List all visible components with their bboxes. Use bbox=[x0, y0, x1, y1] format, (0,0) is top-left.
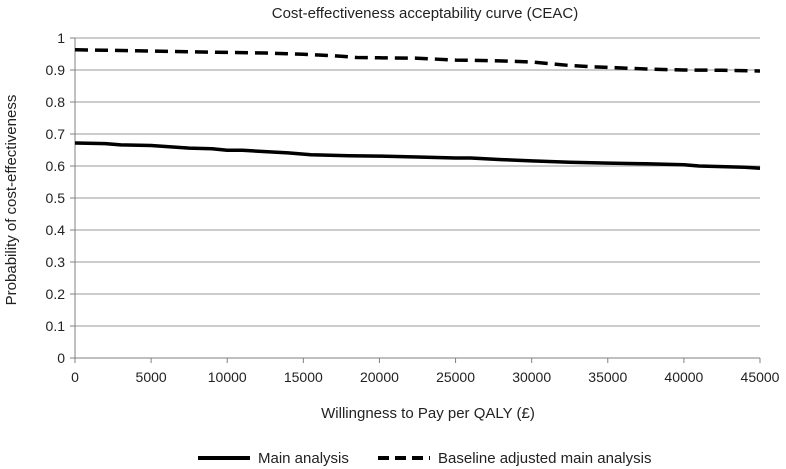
y-tick-label: 0.7 bbox=[46, 126, 66, 142]
x-tick-label: 45000 bbox=[741, 369, 780, 385]
legend-label-main-analysis: Main analysis bbox=[258, 450, 349, 467]
series-lines bbox=[74, 48, 761, 170]
legend: Main analysis Baseline adjusted main ana… bbox=[198, 450, 651, 467]
y-tick-label: 0.1 bbox=[46, 318, 66, 334]
axes bbox=[70, 37, 761, 363]
gridlines bbox=[75, 37, 760, 327]
series-line-baseline-adjusted bbox=[74, 48, 761, 73]
y-tick-label: 0.3 bbox=[46, 254, 66, 270]
y-tick-label: 1 bbox=[57, 30, 65, 46]
x-tick-label: 5000 bbox=[136, 369, 167, 385]
legend-label-baseline-adjusted: Baseline adjusted main analysis bbox=[438, 450, 651, 467]
y-tick-labels: 0 0.1 0.2 0.3 0.4 0.5 0.6 0.7 0.8 0.9 1 bbox=[46, 30, 66, 366]
x-axis-label: Willingness to Pay per QALY (£) bbox=[321, 405, 535, 422]
x-tick-label: 35000 bbox=[588, 369, 627, 385]
y-tick-label: 0.4 bbox=[46, 222, 66, 238]
x-tick-label: 10000 bbox=[208, 369, 247, 385]
x-tick-label: 25000 bbox=[436, 369, 475, 385]
y-axis-label: Probability of cost-effectiveness bbox=[3, 95, 20, 306]
chart-title: Cost-effectiveness acceptability curve (… bbox=[272, 5, 579, 22]
x-tick-label: 30000 bbox=[512, 369, 551, 385]
y-tick-label: 0 bbox=[57, 350, 65, 366]
y-tick-label: 0.6 bbox=[46, 158, 66, 174]
y-tick-label: 0.5 bbox=[46, 190, 66, 206]
y-tick-label: 0.8 bbox=[46, 94, 66, 110]
x-tick-label: 40000 bbox=[664, 369, 703, 385]
x-tick-label: 20000 bbox=[360, 369, 399, 385]
x-tick-label: 15000 bbox=[284, 369, 323, 385]
x-tick-labels: 0 5000 10000 15000 20000 25000 30000 35000 40000… bbox=[71, 369, 780, 385]
y-tick-label: 0.2 bbox=[46, 286, 66, 302]
x-tick-label: 0 bbox=[71, 369, 79, 385]
series-line-main-analysis bbox=[74, 141, 761, 170]
y-tick-label: 0.9 bbox=[46, 62, 66, 78]
